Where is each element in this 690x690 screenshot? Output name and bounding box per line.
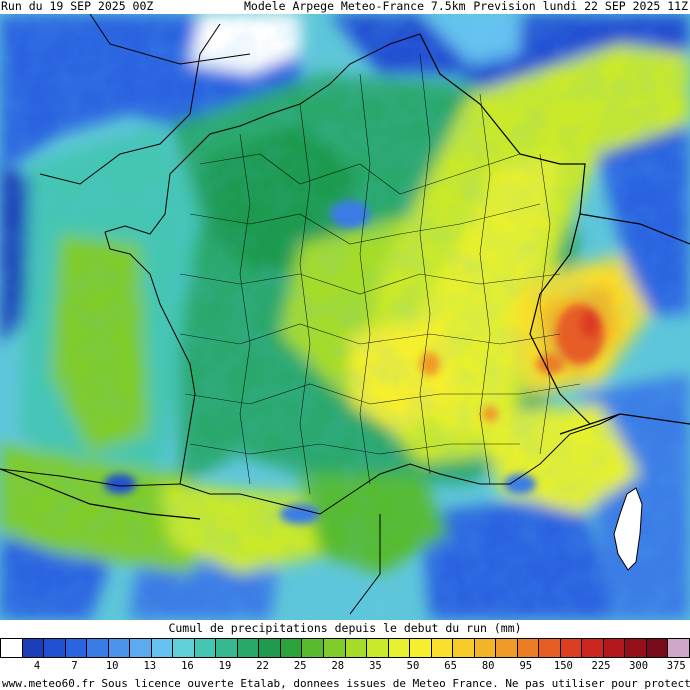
colorbar-swatch	[431, 639, 454, 657]
forecast-label: Prevision lundi 22 SEP 2025 11Z	[473, 0, 688, 13]
colorbar-tick-label: 150	[553, 660, 573, 672]
colorbar-swatch	[496, 639, 518, 657]
colorbar-tick-label: 65	[444, 660, 457, 672]
colorbar-tick-label: 50	[406, 660, 420, 672]
colorbar-swatch	[388, 639, 411, 657]
colorbar-swatch	[668, 639, 690, 657]
colorbar-tick-label: 7	[71, 660, 78, 672]
colorbar-swatch	[259, 639, 281, 657]
colorbar-swatch	[646, 639, 669, 657]
colorbar-swatch	[87, 639, 109, 657]
precipitation-map-canvas	[0, 14, 690, 620]
colorbar-swatch	[453, 639, 475, 657]
credit-footer: www.meteo60.fr Sous licence ouverte Etal…	[2, 677, 690, 690]
legend-title: Cumul de precipitations depuis le debut …	[168, 621, 522, 635]
colorbar-swatch	[194, 639, 217, 657]
colorbar-swatch	[367, 639, 389, 657]
colorbar-swatch	[130, 639, 152, 657]
colorbar-swatch	[517, 639, 540, 657]
colorbar-tick-label: 13	[143, 660, 157, 672]
local-maxima	[104, 200, 604, 524]
colorbar-swatch	[345, 639, 368, 657]
colorbar-swatch	[410, 639, 432, 657]
colorbar-tick-label: 16	[181, 660, 194, 672]
map-header: Run du 19 SEP 2025 00Z Modele Arpege Met…	[0, 0, 690, 14]
colorbar-swatch	[108, 639, 131, 657]
colorbar-tick-label: 375	[666, 660, 686, 672]
model-label: Modele Arpege Meteo-France 7.5km	[244, 0, 466, 13]
colorbar-tick-label: 28	[331, 660, 345, 672]
coastlines	[0, 14, 621, 615]
colorbar-tick-label: 10	[105, 660, 119, 672]
colorbar-tick-label: 19	[218, 660, 232, 672]
colorbar-tick-label: 25	[293, 660, 307, 672]
colorbar-tick-label: 35	[369, 660, 382, 672]
colorbar-swatch	[323, 639, 346, 657]
colorbar-swatch	[173, 639, 195, 657]
country-borders	[0, 33, 690, 520]
colorbar-tick-label: 95	[519, 660, 533, 672]
colorbar-swatch	[22, 639, 45, 657]
colorbar-swatch	[65, 639, 88, 657]
colorbar-swatch	[560, 639, 583, 657]
colorbar-swatch	[0, 639, 23, 657]
colorbar-swatch	[280, 639, 303, 657]
colorbar-swatch	[216, 639, 238, 657]
colorbar-swatch	[237, 639, 260, 657]
colorbar-swatch	[539, 639, 561, 657]
department-borders	[179, 53, 581, 495]
run-label: Run du 19 SEP 2025 00Z	[1, 0, 154, 13]
colorbar	[0, 638, 690, 658]
colorbar-swatch	[582, 639, 604, 657]
corsica-outline	[613, 487, 643, 571]
colorbar-tick-label: 4	[33, 660, 41, 672]
colorbar-swatch	[603, 639, 626, 657]
colorbar-tick-label: 80	[481, 660, 495, 672]
colorbar-tick-label: 300	[629, 660, 649, 672]
colorbar-swatch	[625, 639, 647, 657]
colorbar-ticks: 4 7 10 13 16 19 22 25 28 35 50 65 80 95 150 225 300 375	[0, 659, 690, 673]
colorbar-swatch	[474, 639, 497, 657]
colorbar-tick-label: 225	[591, 660, 611, 672]
colorbar-swatch	[302, 639, 324, 657]
colorbar-swatch	[44, 639, 66, 657]
colorbar-swatch	[151, 639, 174, 657]
colorbar-tick-label: 22	[256, 660, 269, 672]
precipitation-map	[0, 14, 690, 620]
